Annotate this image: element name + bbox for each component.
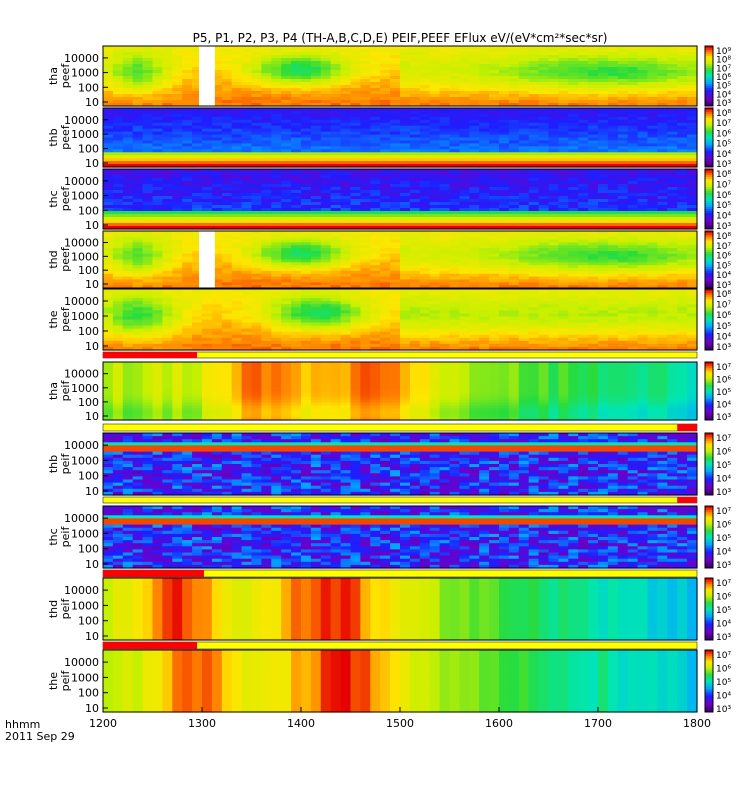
colorbar-tick-label: 10⁵ bbox=[716, 82, 731, 92]
colorbar-tick-label: 10⁶ bbox=[716, 129, 731, 139]
colorbar-tick-label: 10³ bbox=[716, 99, 731, 109]
y-tick-label: 100 bbox=[78, 81, 99, 94]
colorbar-tick-label: 10³ bbox=[716, 160, 731, 170]
y-tick-label: 1000 bbox=[71, 67, 99, 80]
colorbar-tick-label: 10⁸ bbox=[716, 109, 731, 119]
panel-label-quantity: peef bbox=[59, 124, 72, 150]
colorbar-tick-label: 10⁷ bbox=[716, 64, 731, 74]
panel-label-quantity: peef bbox=[59, 246, 72, 272]
y-tick-label: 10 bbox=[85, 278, 99, 291]
colorbar-tick-label: 10⁴ bbox=[716, 90, 731, 100]
colorbar-tick-label: 10⁵ bbox=[716, 261, 731, 271]
colorbar-tick-label: 10⁶ bbox=[716, 252, 731, 262]
colorbar-tick-label: 10⁷ bbox=[716, 119, 731, 129]
colorbar-tick-label: 10⁵ bbox=[716, 140, 731, 150]
y-tick-label: 100 bbox=[78, 264, 99, 277]
y-tick-label: 1000 bbox=[71, 190, 99, 203]
y-tick-label: 10000 bbox=[64, 114, 99, 127]
y-tick-label: 10 bbox=[85, 96, 99, 109]
colorbar-tick-label: 10⁴ bbox=[716, 212, 731, 222]
panel-label-quantity: peef bbox=[59, 186, 72, 212]
colorbar-tick-label: 10⁹ bbox=[716, 47, 731, 57]
y-tick-label: 100 bbox=[78, 143, 99, 156]
y-tick-label: 10000 bbox=[64, 52, 99, 65]
colorbar-tick-label: 10⁴ bbox=[716, 271, 731, 281]
data-gap bbox=[199, 231, 215, 288]
y-tick-label: 10000 bbox=[64, 175, 99, 188]
y-tick-label: 10 bbox=[85, 157, 99, 170]
y-tick-label: 1000 bbox=[71, 250, 99, 263]
colorbar-tick-label: 10⁷ bbox=[716, 180, 731, 190]
colorbar-tick-label: 10⁴ bbox=[716, 150, 731, 160]
colorbar-tick-label: 10⁶ bbox=[716, 73, 731, 83]
chart-title: P5, P1, P2, P3, P4 (TH-A,B,C,D,E) PEIF,P… bbox=[193, 31, 608, 45]
colorbar-tick-label: 10⁶ bbox=[716, 191, 731, 201]
y-tick-label: 1000 bbox=[71, 128, 99, 141]
colorbar-tick-label: 10⁸ bbox=[716, 170, 731, 180]
colorbar-tick-label: 10³ bbox=[716, 222, 731, 232]
colorbar-tick-label: 10⁸ bbox=[716, 56, 731, 66]
panel-label-quantity: peef bbox=[59, 63, 72, 89]
y-tick-label: 100 bbox=[78, 204, 99, 217]
y-tick-label: 10 bbox=[85, 219, 99, 232]
colorbar-tick-label: 10⁵ bbox=[716, 201, 731, 211]
data-gap bbox=[199, 46, 215, 106]
